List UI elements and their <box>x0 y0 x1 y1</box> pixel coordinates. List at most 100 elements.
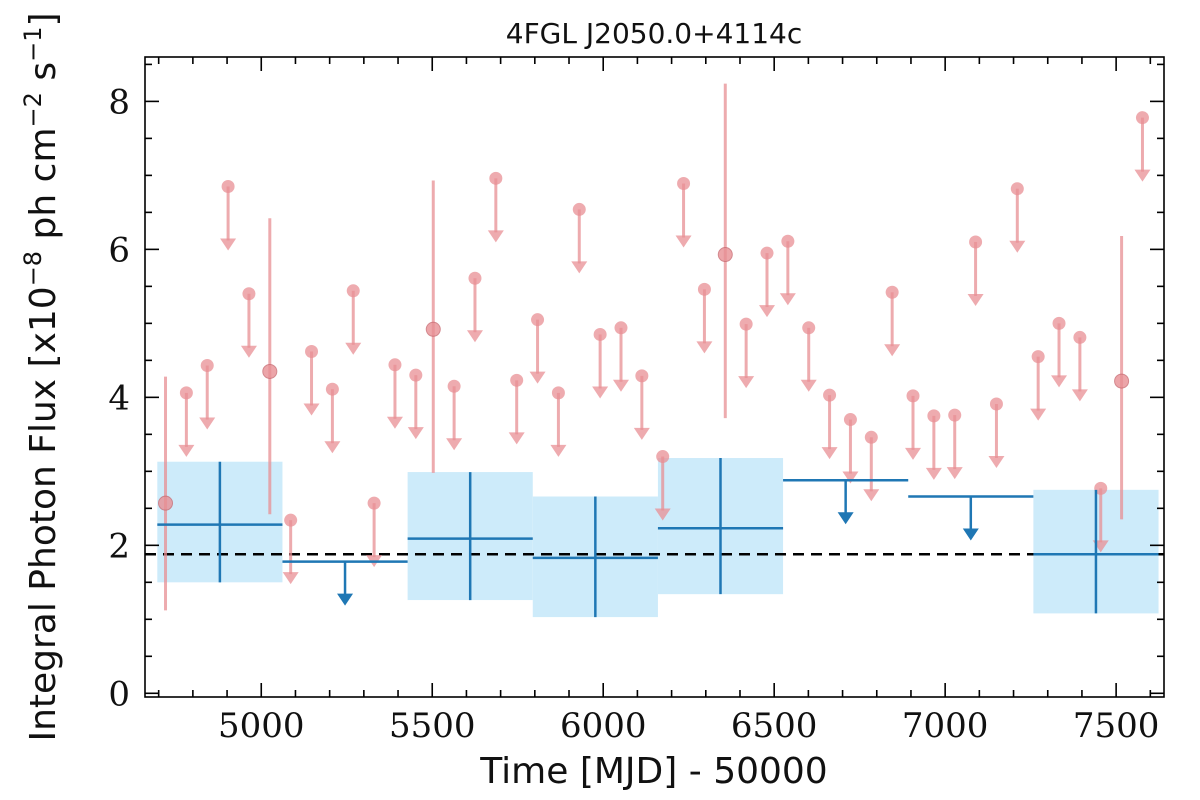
upper-limit-arrow <box>962 528 979 541</box>
upper-limit-marker <box>409 368 423 382</box>
axis-tick-labels: 5000 5500 6000 6500 7000 7500 0 2 4 6 8 <box>108 82 1159 746</box>
y-tick-label: 4 <box>108 378 130 418</box>
upper-limit-arrow <box>592 386 609 399</box>
upper-limit-marker <box>1073 330 1087 344</box>
upper-limit-marker <box>948 408 962 422</box>
y-tick-label: 0 <box>108 674 130 714</box>
upper-limit-arrow <box>345 342 362 355</box>
upper-limit-marker <box>697 282 711 296</box>
x-tick-label: 7500 <box>1073 706 1160 746</box>
upper-limit-arrow <box>487 230 504 243</box>
data-point <box>1114 373 1130 389</box>
upper-limit-arrow <box>508 432 525 445</box>
upper-limit-marker <box>885 285 899 299</box>
upper-limit-arrow <box>446 438 463 451</box>
upper-limit-marker <box>388 358 402 372</box>
x-tick-label: 7000 <box>902 706 989 746</box>
upper-limit-arrow <box>779 293 796 306</box>
upper-limit-marker <box>989 397 1003 411</box>
upper-limit-marker <box>221 179 235 193</box>
upper-limit-marker <box>969 235 983 249</box>
upper-limit-marker <box>614 321 628 335</box>
short-bin-series <box>158 83 1151 611</box>
data-point <box>425 321 441 337</box>
upper-limit-arrow <box>759 305 776 318</box>
plot-frame <box>144 56 1165 698</box>
upper-limit-arrow <box>925 467 942 480</box>
upper-limit-arrow <box>466 330 483 343</box>
x-axis-title: Time [MJD] - 50000 <box>479 751 827 792</box>
upper-limit-arrow <box>654 508 671 521</box>
upper-limit-arrow <box>199 417 216 430</box>
upper-limit-marker <box>739 317 753 331</box>
upper-limit-arrow <box>988 456 1005 469</box>
x-tick-label: 6500 <box>731 706 818 746</box>
upper-limit-marker <box>468 271 482 285</box>
upper-limit-marker <box>760 246 774 260</box>
upper-limit-arrow <box>842 471 859 484</box>
upper-limit-marker <box>677 177 691 191</box>
upper-limit-arrow <box>633 427 650 440</box>
upper-limit-arrow <box>946 467 963 480</box>
upper-limit-marker <box>200 359 214 373</box>
data-point <box>717 247 733 263</box>
y-tick-label: 2 <box>108 526 130 566</box>
upper-limit-arrow <box>550 444 567 457</box>
upper-limit-marker <box>346 284 360 298</box>
upper-limit-arrow <box>738 376 755 389</box>
upper-limit-arrow <box>386 416 403 429</box>
upper-limit-marker <box>656 450 670 464</box>
x-tick-label: 5500 <box>389 706 476 746</box>
upper-limit-arrow <box>884 344 901 357</box>
upper-limit-marker <box>781 234 795 248</box>
axis-ticks <box>145 57 1164 697</box>
upper-limit-marker <box>906 389 920 403</box>
upper-limit-arrow <box>337 593 354 606</box>
upper-limit-arrow <box>967 293 984 306</box>
upper-limit-marker <box>1135 111 1149 125</box>
upper-limit-marker <box>489 171 503 185</box>
upper-limit-marker <box>1094 481 1108 495</box>
upper-limit-arrow <box>800 379 817 392</box>
upper-limit-marker <box>823 388 837 402</box>
upper-limit-arrow <box>529 371 546 384</box>
x-tick-label: 6000 <box>560 706 647 746</box>
long-bin-series <box>157 458 1159 618</box>
upper-limit-marker <box>284 513 298 527</box>
y-axis-title: Integral Photon Flux [x10−8 ph cm−2 s−1] <box>19 12 64 741</box>
upper-limit-arrow <box>178 444 195 457</box>
upper-limit-arrow <box>571 261 588 274</box>
upper-limit-arrow <box>220 238 237 251</box>
upper-limit-marker <box>593 327 607 341</box>
upper-limit-arrow <box>863 489 880 502</box>
upper-limit-marker <box>802 321 816 335</box>
y-tick-label: 6 <box>108 230 130 270</box>
upper-limit-marker <box>367 496 381 510</box>
upper-limit-arrow <box>407 427 424 440</box>
upper-limit-arrow <box>303 403 320 416</box>
upper-limit-arrow <box>696 341 713 354</box>
upper-limit-marker <box>305 344 319 358</box>
upper-limit-arrow <box>1030 408 1047 421</box>
upper-limit-marker <box>242 287 256 301</box>
upper-limit-marker <box>572 202 586 216</box>
chart-title: 4FGL J2050.0+4114c <box>506 17 802 50</box>
data-point <box>158 495 174 511</box>
upper-limit-arrow <box>1071 389 1088 402</box>
upper-limit-arrow <box>1051 375 1068 388</box>
upper-limit-marker <box>510 373 524 387</box>
upper-limit-marker <box>447 379 461 393</box>
upper-limit-marker <box>1031 350 1045 364</box>
x-tick-label: 5000 <box>218 706 305 746</box>
upper-limit-arrow <box>675 235 692 248</box>
upper-limit-marker <box>843 413 857 427</box>
upper-limit-marker <box>531 313 545 327</box>
upper-limit-arrow <box>612 379 629 392</box>
upper-limit-arrow <box>837 512 854 525</box>
upper-limit-arrow <box>1134 169 1151 182</box>
upper-limit-marker <box>635 369 649 383</box>
upper-limit-arrow <box>324 441 341 454</box>
upper-limit-marker <box>179 386 193 400</box>
upper-limit-marker <box>864 430 878 444</box>
